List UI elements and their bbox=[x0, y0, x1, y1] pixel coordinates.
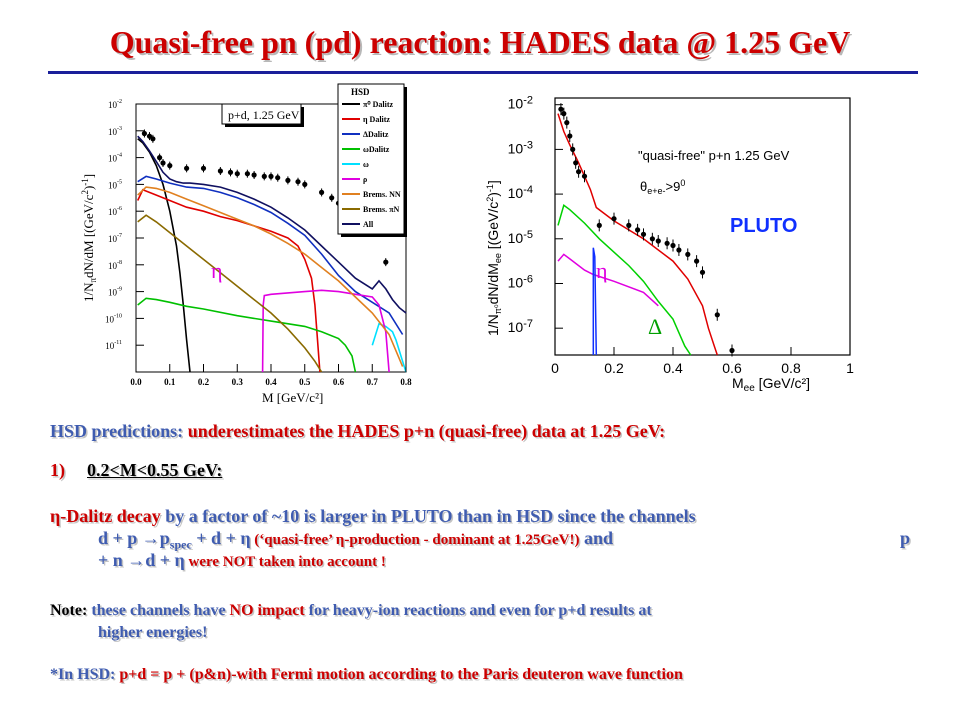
pluto-reaction-label: "quasi-free" p+n 1.25 GeV bbox=[638, 148, 790, 163]
hsd-y-tick-label: 10-5 bbox=[108, 179, 122, 190]
pluto-x-tick-label: 0.6 bbox=[722, 360, 742, 376]
hsd-y-tick-label: 10-11 bbox=[105, 340, 122, 351]
hsd-legend-label: ΔDalitz bbox=[363, 130, 389, 139]
hsd-y-tick-label: 10-9 bbox=[108, 287, 122, 298]
pluto-y-tick-label: 10-4 bbox=[508, 184, 533, 201]
pluto-x-tick-label: 0.4 bbox=[663, 360, 683, 376]
pluto-cut-label: θe+e->90 bbox=[640, 178, 685, 196]
text-line-channels: d + p →pspec + d + η (‘quasi-free’ η-pro… bbox=[98, 528, 910, 552]
hsd-series-8 bbox=[137, 135, 407, 314]
pluto-y-tick-label: 10-3 bbox=[508, 139, 533, 156]
hsd-y-tick-label: 10-10 bbox=[105, 313, 122, 324]
text-line-note: Note: these channels have NO impact for … bbox=[50, 602, 652, 619]
hsd-legend-label: Brems. NN bbox=[363, 190, 401, 199]
hsd-x-tick-label: 0.2 bbox=[198, 377, 210, 387]
pluto-chart: 0 0.2 0.4 0.6 0.8 1 10-2 10-3 10-4 10-5 10-6 10-7 "… bbox=[485, 96, 854, 394]
text-line-mass-range: 1) 0.2<M<0.55 GeV: bbox=[50, 460, 223, 480]
hsd-y-tick-label: 10-6 bbox=[108, 206, 122, 217]
hsd-legend-label: η Dalitz bbox=[363, 115, 390, 124]
hsd-label-text: p+d, 1.25 GeV bbox=[228, 108, 300, 122]
text-line-eta-dalitz: η-Dalitz decay by a factor of ~10 is lar… bbox=[50, 506, 696, 526]
text-line-higher-energies: higher energies! bbox=[98, 624, 208, 641]
hsd-eta-annotation: η bbox=[211, 258, 223, 283]
hsd-x-tick-label: 0.5 bbox=[299, 377, 311, 387]
pluto-x-tick-label: 0 bbox=[551, 360, 559, 376]
hsd-x-tick-label: 0.0 bbox=[130, 377, 142, 387]
hsd-x-tick-label: 0.8 bbox=[400, 377, 412, 387]
pluto-series-2 bbox=[557, 253, 659, 307]
hsd-y-tick-label: 10-8 bbox=[108, 260, 122, 271]
hsd-series-2 bbox=[137, 175, 404, 335]
hsd-legend: HSD π⁰ Dalitz η Dalitz ΔDalitz ωDalitz ωρ Bre… bbox=[337, 83, 407, 237]
hsd-chart: 0.0 0.1 0.2 0.3 0.4 0.5 0.6 0.7 0.8 10-2 10-3 10-4 1… bbox=[80, 83, 412, 405]
hsd-series-6 bbox=[137, 186, 404, 367]
text-line-hsd-predictions: HSD predictions: underestimates the HADE… bbox=[50, 421, 666, 441]
pluto-series-3 bbox=[592, 247, 598, 356]
pluto-y-tick-label: 10-2 bbox=[508, 96, 533, 112]
hsd-y-label: 1/NπdN/dM [(GeV/c2)-1] bbox=[80, 174, 98, 302]
title-divider bbox=[48, 71, 918, 74]
pluto-y-label: 1/Nπ⁰dN/dMee [(GeV/c2)-1] bbox=[485, 180, 503, 336]
hsd-series-7 bbox=[137, 214, 323, 373]
text-line-hsd-definition: *In HSD: p+d = p + (p&n)-with Fermi moti… bbox=[50, 666, 683, 683]
hsd-label-box: p+d, 1.25 GeV bbox=[221, 103, 304, 127]
hsd-x-tick-label: 0.3 bbox=[232, 377, 244, 387]
hsd-legend-title: HSD bbox=[351, 87, 370, 97]
pluto-x-tick-label: 1 bbox=[846, 360, 854, 376]
hsd-y-tick-label: 10-7 bbox=[108, 233, 122, 244]
pluto-eta-label: η bbox=[596, 258, 608, 283]
hsd-x-tick-label: 0.7 bbox=[367, 377, 379, 387]
slide-title: Quasi-free pn (pd) reaction: HADES data … bbox=[109, 24, 851, 60]
text-line-not-taken: + n →d + η were NOT taken into account ! bbox=[98, 550, 386, 570]
pluto-x-tick-label: 0.8 bbox=[781, 360, 801, 376]
hsd-legend-label: Brems. πN bbox=[363, 205, 399, 214]
hsd-y-tick-label: 10-3 bbox=[108, 126, 122, 137]
hsd-legend-label: All bbox=[363, 220, 374, 229]
hsd-series-5 bbox=[261, 289, 390, 373]
hsd-x-tick-label: 0.4 bbox=[265, 377, 277, 387]
pluto-y-tick-label: 10-7 bbox=[508, 318, 533, 335]
hsd-legend-label: π⁰ Dalitz bbox=[363, 100, 393, 109]
pluto-model-label: PLUTO bbox=[730, 215, 797, 237]
pluto-y-tick-label: 10-5 bbox=[508, 229, 533, 246]
pluto-y-tick-label: 10-6 bbox=[508, 273, 533, 290]
pluto-series-1 bbox=[557, 204, 692, 356]
pluto-x-label: Mee [GeV/c²] bbox=[732, 375, 810, 394]
hsd-legend-label: ω bbox=[363, 160, 369, 169]
hsd-x-tick-label: 0.1 bbox=[164, 377, 176, 387]
pluto-delta-label: Δ bbox=[648, 314, 662, 339]
hsd-legend-label: ρ bbox=[363, 175, 367, 184]
hsd-legend-label: ωDalitz bbox=[363, 145, 390, 154]
pluto-plot-frame bbox=[554, 97, 851, 356]
hsd-y-tick-label: 10-4 bbox=[108, 153, 122, 164]
hsd-x-tick-label: 0.6 bbox=[333, 377, 345, 387]
hsd-y-tick-label: 10-2 bbox=[108, 99, 122, 110]
pluto-x-tick-label: 0.2 bbox=[604, 360, 624, 376]
hsd-series-3 bbox=[137, 297, 357, 373]
hsd-x-label: M [GeV/c²] bbox=[262, 390, 323, 405]
